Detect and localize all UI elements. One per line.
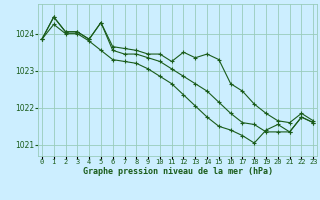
X-axis label: Graphe pression niveau de la mer (hPa): Graphe pression niveau de la mer (hPa) xyxy=(83,167,273,176)
